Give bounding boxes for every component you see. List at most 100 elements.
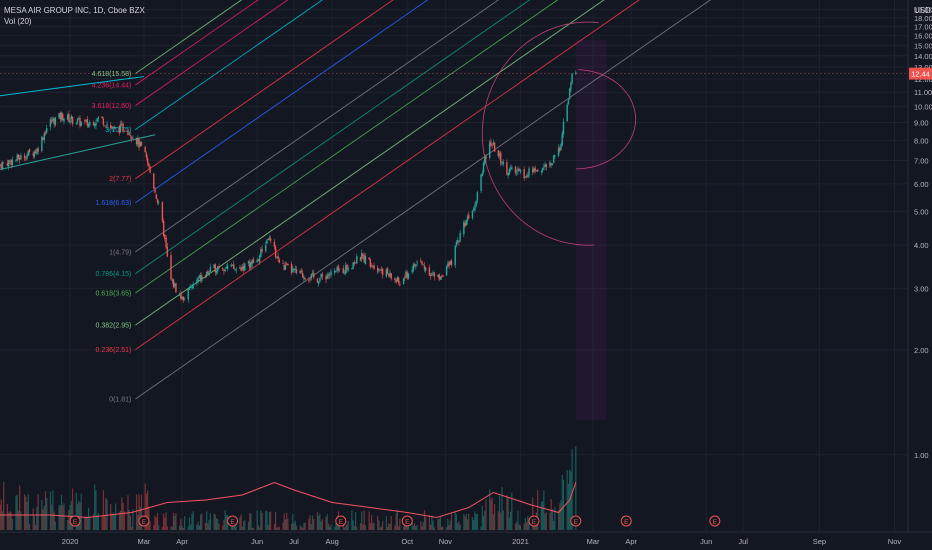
volume-bar [230,526,232,530]
candle-body [337,266,340,271]
last-price-value: 12.44 [911,70,930,79]
candle-body [198,275,201,278]
volume-bar [190,524,192,530]
volume-bar [523,523,525,530]
volume-bar [473,519,475,530]
volume-bar [359,522,362,530]
volume-bar [498,495,501,530]
volume-bar [380,526,383,530]
volume-bar [396,510,399,530]
volume-bar [284,519,287,530]
candle-body [94,124,96,127]
candle-body [33,151,36,157]
volume-bar [482,515,485,530]
fib-level-label: 3(10.75) [105,127,131,134]
candle-body [516,172,518,174]
fib-level-label: 1.618(6.63) [96,200,132,207]
candle-body [101,116,103,119]
candle-body [544,164,546,168]
candle-body [498,153,501,156]
candle-body [0,164,1,166]
time-tick-label: Nov [439,537,453,546]
candle-body [458,241,460,243]
candle-body [224,269,226,272]
candle-body [285,263,288,265]
volume-bar [304,522,306,530]
trend-line [0,134,156,170]
time-tick-label: Nov [888,537,902,546]
volume-bar [187,526,189,530]
volume-bar [208,519,210,530]
candle-body [268,237,271,240]
volume-bar [342,522,344,530]
volume-bar [390,516,392,530]
candle-body [80,121,82,127]
volume-bar [290,523,293,530]
candles [0,70,577,304]
candle-body [294,268,296,271]
volume-bar [346,524,348,530]
volume-bar [559,503,561,530]
price-tick-label: 19.00 [914,6,932,15]
candle-body [378,269,380,271]
candle-body [442,275,444,277]
price-tick-label: 15.00 [914,41,932,50]
candle-body [165,237,167,248]
candle-body [562,121,565,135]
volume-bar [51,504,53,530]
candle-body [514,166,517,173]
candle-body [46,128,48,133]
candle-body [290,264,293,273]
currency-label: USD [914,6,931,15]
volume-bar [138,494,140,530]
symbol-title[interactable]: MESA AIR GROUP INC, 1D, Cboe BZX [4,6,145,15]
volume-bar [550,499,552,530]
last-price-badge: 12.44 [0,67,932,80]
candle-body [518,169,520,171]
candle-body [52,118,54,121]
price-tick-label: 1.00 [914,451,929,460]
volume-bar [316,512,319,530]
candle-body [223,269,225,271]
candle-body [356,256,358,264]
volume-bar [192,511,194,530]
volume-bar [217,519,219,530]
candle-body [541,167,544,172]
volume-legend[interactable]: Vol (20) [4,17,32,26]
volume-bar [118,511,120,530]
volume-bar [308,518,310,530]
volume-bar [165,512,167,530]
volume-bar [325,516,327,530]
candle-body [214,264,217,273]
candle-body [535,170,538,171]
candle-body [389,272,391,277]
event-marker-letter: E [713,519,718,526]
candle-body [523,169,525,179]
volume-bar [494,504,496,530]
volume-bar [425,517,427,530]
volume-bar [549,512,551,530]
candle-body [153,173,155,189]
candle-body [369,258,372,268]
candle-body [540,171,543,173]
candle-body [550,162,552,165]
candle-body [560,143,562,150]
volume-bar [260,510,262,530]
candle-body [192,284,194,289]
price-tick-label: 4.00 [914,241,929,250]
volume-bar [37,494,39,530]
candle-body [87,123,90,127]
fib-level-label: 0(1.81) [109,397,131,404]
volume-bar [388,523,390,530]
volume-bar [468,513,470,530]
fib-arc-inner [575,69,636,170]
volume-bar [369,523,371,530]
price-tick-label: 5.00 [914,207,929,216]
volume-bar [475,513,477,530]
candle-body [213,264,215,269]
price-tick-label: 7.00 [914,157,929,166]
volume-bar [84,517,86,530]
candle-body [370,265,373,267]
volume-bar [491,497,493,530]
